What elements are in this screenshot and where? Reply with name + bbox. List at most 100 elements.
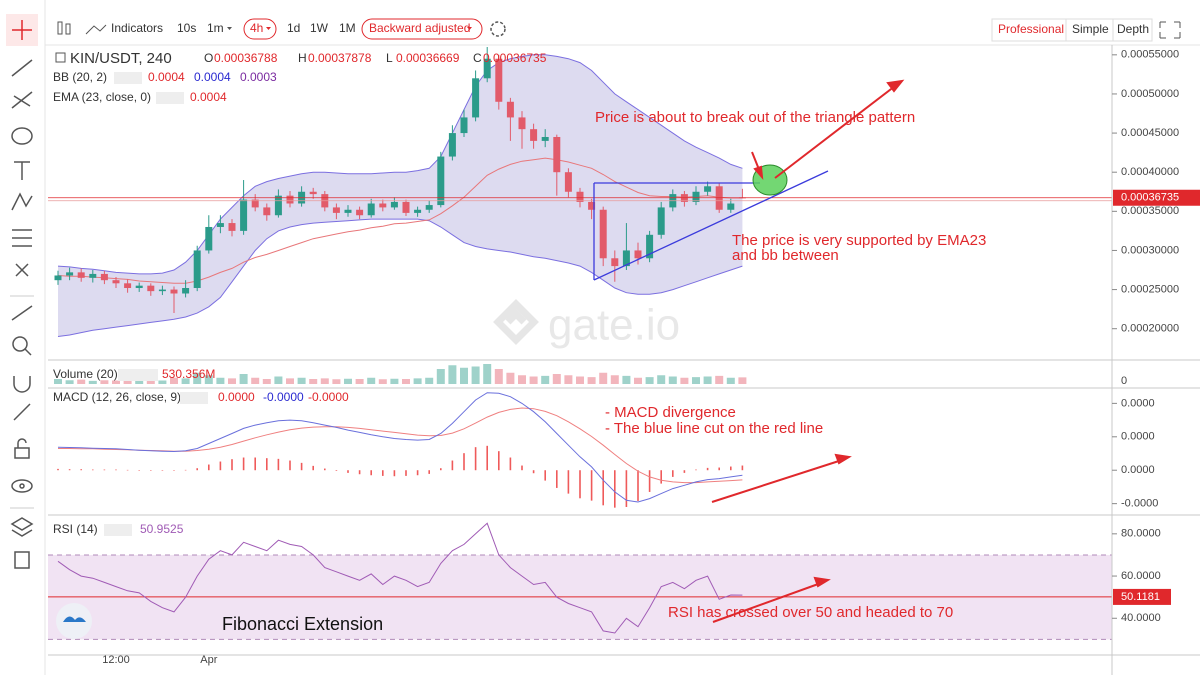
macd-histogram [544, 470, 546, 481]
interval[interactable]: 1m [207, 21, 224, 35]
volume-bar [123, 380, 132, 384]
annotation: Price is about to break out of the trian… [595, 109, 915, 126]
candle-body [622, 250, 630, 267]
y-tick-label: 0.00050000 [1121, 88, 1179, 100]
volume-bar [286, 378, 294, 384]
volume-bar [436, 369, 445, 384]
interval[interactable]: 10s [177, 21, 196, 35]
volume-bar [367, 377, 376, 384]
macd-histogram [358, 470, 361, 475]
macd-line [57, 392, 743, 503]
volume-bar [54, 379, 62, 384]
macd-histogram [300, 462, 303, 471]
candle-body [483, 58, 491, 79]
volume-bar [448, 365, 457, 384]
pane-title: Volume (20) [53, 367, 118, 381]
bb-lower [57, 218, 743, 337]
view-option[interactable]: Simple [1072, 22, 1109, 36]
macd-histogram [683, 470, 686, 473]
volume-bar [715, 375, 724, 384]
y-tick-label: 0.0000 [1121, 464, 1155, 476]
candle-body [414, 209, 422, 213]
volume-bar [355, 379, 364, 384]
candle-body [54, 275, 62, 281]
fullscreen-icon[interactable] [1159, 21, 1181, 39]
y-tick-label: 0.0000 [1121, 431, 1155, 443]
volume-bar [332, 379, 341, 384]
interval[interactable]: 1W [310, 21, 329, 35]
macd-histogram [68, 469, 71, 471]
macd-histogram [80, 469, 82, 471]
macd-histogram [219, 461, 222, 471]
indicator-controls [114, 72, 142, 84]
candle-body [100, 273, 108, 281]
indicator-name: BB (20, 2) [53, 70, 107, 84]
rsi-hline-box [1113, 588, 1171, 605]
macd-histogram [463, 453, 465, 471]
candle-body [158, 289, 166, 292]
volume-bar [471, 366, 480, 384]
macd-histogram [138, 470, 140, 471]
volume-bar [181, 378, 190, 384]
legend-value: 0.0000 [218, 390, 255, 404]
volume-bar [692, 377, 700, 384]
chart-type-icon[interactable] [65, 23, 71, 35]
x-tick-label: Apr [200, 654, 217, 666]
logo-icon [63, 616, 86, 622]
legend-value: 0.0004 [190, 90, 227, 104]
macd-histogram [312, 465, 314, 471]
view-option[interactable]: Depth [1117, 22, 1149, 36]
candle-body [634, 250, 642, 259]
volume-bar [668, 376, 677, 384]
macd-histogram [428, 470, 430, 474]
candle-body [495, 58, 503, 102]
plot-area [48, 47, 1112, 640]
macd-histogram [741, 465, 744, 471]
interval[interactable]: 4h [250, 21, 263, 35]
annotation: - MACD divergence [605, 404, 736, 421]
macd-histogram [370, 470, 372, 476]
candle-body [460, 117, 468, 134]
candle-body [727, 203, 735, 210]
chart-type-icon[interactable] [57, 21, 63, 35]
bb-upper [57, 54, 743, 275]
macd-histogram [231, 459, 233, 471]
legend-value: 0.0004 [148, 70, 185, 84]
ohlc-value: 0.00036735 [483, 51, 547, 65]
macd-histogram [184, 469, 187, 471]
indicator-controls [156, 92, 184, 104]
volume-bar [622, 375, 631, 384]
volume-bar [483, 364, 492, 384]
y-tick-label: 0.00040000 [1121, 166, 1179, 178]
volume-bar [587, 377, 596, 384]
indicator-icon[interactable] [85, 24, 107, 35]
interval[interactable]: 1M [339, 21, 356, 35]
indicators-button[interactable]: Indicators [111, 21, 163, 35]
volume-bar [576, 376, 584, 384]
adjust-button[interactable]: Backward adjusted [369, 21, 470, 35]
macd-histogram [103, 469, 106, 471]
view-option[interactable]: Professional [998, 22, 1064, 36]
candle-body [124, 283, 132, 289]
candle-body [599, 209, 607, 259]
volume-bar [390, 378, 399, 384]
y-tick-label: 0.00035000 [1121, 205, 1179, 217]
interval[interactable]: 1d [287, 21, 300, 35]
candle-body [286, 195, 294, 204]
left-toolbar[interactable] [6, 14, 38, 569]
volume-bar [216, 377, 225, 384]
volume-bar [726, 377, 735, 384]
macd-histogram [556, 470, 558, 488]
volume-bar [413, 378, 422, 384]
settings-icon[interactable] [490, 21, 506, 37]
annotation: Fibonacci Extension [222, 614, 383, 634]
ohlc-key: C [473, 51, 482, 65]
volume-bar [460, 367, 468, 384]
volume-bar [564, 375, 573, 384]
pane-separators [48, 45, 1200, 675]
ohlc-value: 0.00037878 [308, 51, 372, 65]
volume-bar [204, 375, 213, 384]
candle-body [518, 117, 526, 130]
y-tick-label: 0.0000 [1121, 397, 1155, 409]
rsi-hline-label: 50.1181 [1121, 591, 1160, 603]
